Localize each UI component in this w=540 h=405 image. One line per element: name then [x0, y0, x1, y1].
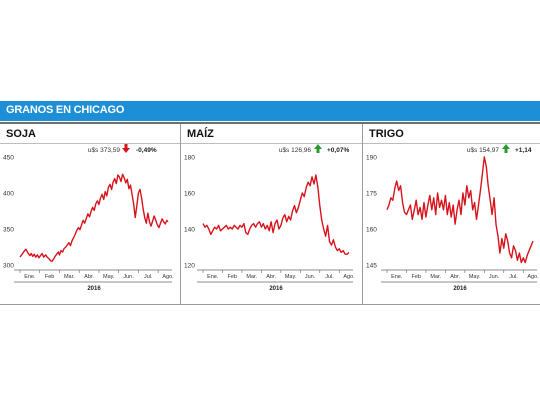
y-tick-label: 160	[366, 227, 377, 234]
y-tick-label: 350	[3, 227, 14, 234]
year-label: 2016	[269, 286, 283, 292]
x-tick-label: May.	[285, 274, 297, 280]
title-rule	[0, 143, 180, 144]
chart-panel-soja: SOJA u$s 373,59 -0,49% 450 400 350 300 Ene. Feb…	[0, 124, 180, 304]
x-tick-label: Jul.	[325, 274, 334, 280]
price-series-line	[386, 156, 534, 264]
x-tick-label: Ene.	[24, 274, 36, 280]
x-tick-label: Abr.	[266, 274, 276, 280]
y-tick-label: 450	[3, 155, 14, 162]
x-tick-label: Feb	[45, 274, 54, 280]
x-tick-label: May.	[103, 274, 115, 280]
x-tick-label: Feb	[227, 274, 236, 280]
chart-panel-maiz: MAÍZ u$s 126,96 +0,07% 180 160 140 120 Ene. Feb…	[181, 124, 362, 304]
x-tick-label: Jun.	[123, 274, 134, 280]
x-tick-label: Ago.	[162, 274, 174, 280]
chart-panel-trigo: TRIGO u$s 154,97 +1,14 190 175 160 145 Ene. Feb…	[363, 124, 540, 304]
y-tick-label: 175	[366, 191, 377, 198]
panel-separator	[362, 124, 363, 304]
x-tick-label: May.	[469, 274, 481, 280]
x-tick-label: Ene.	[391, 274, 403, 280]
x-tick-label: Jun.	[489, 274, 500, 280]
chart-title: MAÍZ	[187, 128, 214, 140]
chart-title: TRIGO	[369, 128, 404, 140]
arrow-up-icon	[314, 144, 322, 153]
panel-separator	[180, 124, 181, 304]
section-banner: GRANOS EN CHICAGO	[0, 101, 540, 121]
bottom-divider	[0, 304, 540, 305]
year-label: 2016	[87, 286, 101, 292]
arrow-down-icon	[122, 144, 130, 153]
top-divider	[0, 122, 540, 124]
y-tick-label: 140	[184, 227, 195, 234]
year-label: 2016	[453, 286, 467, 292]
change-label: +0,07%	[327, 147, 349, 154]
line-chart: u$s 373,59 -0,49% 450 400 350 300 Ene. Feb Mar. A…	[3, 144, 174, 292]
y-tick-label: 145	[366, 263, 377, 270]
y-tick-label: 180	[184, 155, 195, 162]
price-label: u$s 154,97	[467, 147, 500, 154]
price-series-line	[19, 173, 169, 263]
x-tick-label: Abr.	[450, 274, 460, 280]
y-tick-label: 190	[366, 155, 377, 162]
change-label: -0,49%	[136, 147, 157, 154]
x-tick-label: Ago.	[343, 274, 355, 280]
price-label: u$s 373,59	[88, 147, 121, 154]
change-label: +1,14	[515, 147, 532, 154]
x-tick-label: Jun.	[305, 274, 316, 280]
y-tick-label: 120	[184, 263, 195, 270]
title-rule	[363, 143, 540, 144]
title-rule	[181, 143, 362, 144]
line-chart: u$s 154,97 +1,14 190 175 160 145 Ene. Feb Mar. Ab…	[366, 144, 539, 292]
chart-title: SOJA	[6, 128, 36, 140]
x-tick-label: Ago.	[527, 274, 539, 280]
x-tick-label: Abr.	[84, 274, 94, 280]
x-tick-label: Jul.	[144, 274, 153, 280]
x-tick-label: Mar.	[64, 274, 75, 280]
line-chart: u$s 126,96 +0,07% 180 160 140 120 Ene. Feb Mar. A…	[184, 144, 355, 292]
x-tick-label: Jul.	[509, 274, 518, 280]
y-tick-label: 160	[184, 191, 195, 198]
price-label: u$s 126,96	[279, 147, 312, 154]
x-tick-label: Mar.	[246, 274, 257, 280]
x-tick-label: Ene.	[207, 274, 219, 280]
price-series-line	[202, 174, 350, 255]
banner-title: GRANOS EN CHICAGO	[6, 104, 125, 116]
arrow-up-icon	[502, 144, 510, 153]
y-tick-label: 400	[3, 191, 14, 198]
x-tick-label: Feb	[411, 274, 420, 280]
x-tick-label: Mar.	[430, 274, 441, 280]
y-tick-label: 300	[3, 263, 14, 270]
